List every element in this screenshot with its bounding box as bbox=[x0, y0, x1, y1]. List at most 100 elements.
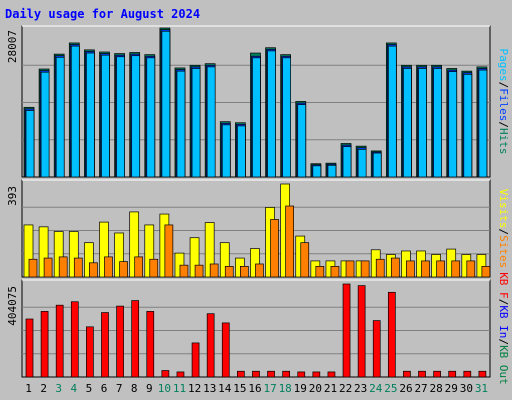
x-tick-label: 27 bbox=[414, 382, 427, 395]
bar-pages bbox=[40, 71, 50, 178]
bar-kb-f bbox=[478, 370, 487, 378]
bar-visits bbox=[250, 248, 260, 278]
bar-sites bbox=[224, 266, 234, 278]
x-tick-label: 13 bbox=[203, 382, 216, 395]
legend-entry: Visits bbox=[497, 189, 510, 229]
legend-entry: Pages bbox=[497, 49, 510, 82]
x-tick-label: 1 bbox=[25, 382, 32, 395]
x-tick-label: 16 bbox=[248, 382, 261, 395]
bar-visits bbox=[114, 232, 124, 278]
bar-pages bbox=[191, 68, 201, 178]
bar-pages bbox=[237, 125, 246, 178]
legend-entry: / bbox=[497, 338, 510, 345]
x-tick-label: 7 bbox=[116, 382, 123, 395]
chart-title: Daily usage for August 2024 bbox=[5, 7, 200, 21]
y-max-label: 393 bbox=[6, 186, 19, 206]
bar-kb-f bbox=[327, 371, 336, 378]
bar-visits bbox=[129, 211, 140, 278]
bar-pages bbox=[55, 56, 65, 178]
bar-pages bbox=[70, 45, 80, 178]
x-tick-label: 2 bbox=[40, 382, 47, 395]
bar-pages bbox=[101, 54, 110, 178]
bar-sites bbox=[73, 257, 83, 278]
x-tick-label: 10 bbox=[158, 382, 171, 395]
bar-kb-f bbox=[448, 370, 457, 378]
bar-kb-f bbox=[357, 285, 366, 378]
bar-pages bbox=[433, 68, 442, 178]
x-tick-label: 23 bbox=[354, 382, 367, 395]
x-tick-label: 25 bbox=[384, 382, 397, 395]
legend-entry: / bbox=[497, 299, 510, 306]
bar-sites bbox=[255, 263, 264, 278]
bar-kb-f bbox=[25, 318, 34, 378]
legend: Pages/Files/Hits bbox=[497, 49, 510, 155]
bar-kb-f bbox=[463, 370, 472, 378]
bar-sites bbox=[330, 266, 340, 278]
bar-pages bbox=[221, 124, 231, 178]
bar-kb-f bbox=[70, 301, 79, 378]
bar-sites bbox=[209, 263, 219, 278]
bar-kb-f bbox=[191, 342, 200, 378]
bar-pages bbox=[418, 68, 427, 178]
bar-pages bbox=[206, 66, 216, 178]
bar-kb-f bbox=[86, 326, 94, 378]
bar-pages bbox=[176, 70, 186, 178]
bar-kb-f bbox=[252, 370, 260, 378]
bar-kb-f bbox=[176, 371, 185, 378]
bar-pages bbox=[357, 148, 367, 178]
bar-pages bbox=[387, 45, 397, 178]
bar-visits bbox=[38, 226, 49, 278]
x-tick-label: 15 bbox=[233, 382, 246, 395]
bar-kb-f bbox=[282, 370, 290, 378]
bar-visits bbox=[23, 224, 34, 278]
bar-pages bbox=[267, 50, 276, 178]
bar-sites bbox=[436, 260, 445, 278]
x-tick-label: 9 bbox=[146, 382, 153, 395]
bar-pages bbox=[372, 152, 382, 178]
bar-pages bbox=[312, 165, 322, 178]
x-tick-label: 14 bbox=[218, 382, 232, 395]
panel-border bbox=[21, 279, 491, 378]
bar-sites bbox=[406, 260, 415, 278]
bar-kb-f bbox=[342, 283, 351, 378]
bar-kb-f bbox=[206, 313, 215, 378]
panel-hits: 28007 Pages/Files/Hits bbox=[6, 25, 510, 178]
x-tick-label: 22 bbox=[339, 382, 352, 395]
bar-kb-f bbox=[297, 371, 306, 378]
x-tick-label: 24 bbox=[369, 382, 383, 395]
legend-entry: KB Out bbox=[497, 345, 510, 385]
legend: Visits/Sites bbox=[497, 189, 510, 269]
bar-sites bbox=[240, 266, 249, 278]
panel-visits: 393 Visits/Sites bbox=[6, 179, 510, 278]
legend-entry: KB F bbox=[497, 272, 510, 299]
legend-entry: / bbox=[497, 82, 510, 89]
bar-kb-f bbox=[131, 300, 140, 378]
x-tick-label: 3 bbox=[55, 382, 62, 395]
x-tick-label: 5 bbox=[86, 382, 93, 395]
bar-sites bbox=[375, 258, 385, 278]
bar-kb-f bbox=[116, 305, 124, 378]
bar-sites bbox=[58, 256, 68, 278]
bar-sites bbox=[149, 258, 159, 278]
bar-pages bbox=[146, 57, 156, 178]
bar-sites bbox=[89, 262, 98, 278]
x-tick-label: 4 bbox=[71, 382, 78, 395]
bar-visits bbox=[219, 242, 230, 278]
bar-sites bbox=[466, 260, 476, 278]
bar-visits bbox=[68, 231, 79, 278]
x-tick-label: 29 bbox=[445, 382, 458, 395]
bar-kb-f bbox=[161, 370, 170, 378]
x-tick-label: 26 bbox=[399, 382, 412, 395]
bar-visits bbox=[204, 222, 215, 278]
legend: KB F/KB In/KB Out bbox=[497, 272, 510, 385]
bar-pages bbox=[403, 68, 412, 178]
y-max-label: 28007 bbox=[6, 30, 19, 63]
bar-sites bbox=[360, 260, 370, 278]
bar-sites bbox=[119, 261, 128, 278]
bar-visits bbox=[84, 242, 94, 278]
bar-kb-f bbox=[146, 311, 155, 378]
x-tick-label: 8 bbox=[131, 382, 138, 395]
legend-entry: / bbox=[497, 121, 510, 128]
bar-pages bbox=[86, 52, 95, 178]
